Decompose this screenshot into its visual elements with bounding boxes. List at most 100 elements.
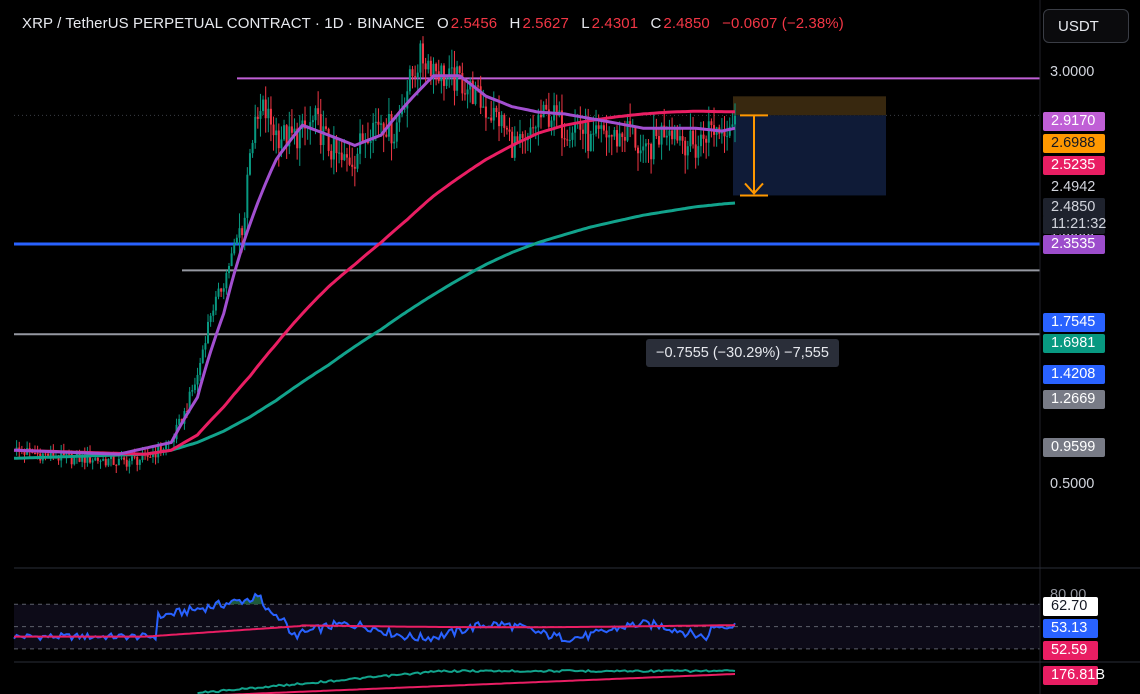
candle-body [453, 67, 456, 91]
candle-body [324, 126, 327, 129]
candle-body [484, 106, 487, 118]
candle-body [204, 343, 207, 350]
candle-body [610, 135, 613, 137]
candle-body [246, 174, 249, 218]
candle-body [456, 66, 459, 91]
candle-body [288, 126, 291, 147]
ma-short-line [13, 74, 736, 456]
candle-body [374, 121, 377, 123]
candle-body [393, 141, 396, 144]
candle-body [390, 114, 393, 144]
candle-body [699, 134, 702, 147]
candle-body [731, 124, 734, 127]
candle-body [18, 447, 21, 451]
candle-body [81, 454, 84, 462]
candle-body [343, 154, 346, 160]
candle-body [275, 130, 278, 136]
candle-body [201, 349, 204, 363]
measure-label: −0.7555 (−30.29%) −7,555 [646, 339, 839, 367]
candle-body [673, 128, 676, 140]
candle-body [477, 85, 480, 87]
candle-body [422, 43, 425, 64]
candle-body [618, 133, 621, 147]
candle-body [539, 114, 542, 118]
candle-body [209, 315, 212, 322]
candle-body [264, 99, 267, 119]
candle-body [151, 453, 154, 457]
candle-body [330, 150, 333, 160]
candle-body [345, 154, 348, 158]
candle-body [149, 456, 152, 458]
candle-body [220, 288, 223, 292]
candle-body [94, 457, 97, 461]
candle-body [290, 126, 293, 133]
candle-body [634, 126, 637, 148]
candle-body [65, 453, 68, 456]
candle-body [332, 138, 335, 160]
candle-body [652, 128, 655, 160]
candle-body [406, 91, 409, 109]
candle-body [214, 296, 217, 311]
candle-body [123, 457, 126, 460]
candle-body [128, 460, 131, 467]
candle-body [277, 130, 280, 149]
candle-body [678, 136, 681, 141]
candle-body [629, 121, 632, 128]
candle-body [382, 123, 385, 135]
candle-body [647, 143, 650, 145]
candle-body [293, 128, 296, 133]
candle-body [571, 132, 574, 140]
candle-body [269, 108, 272, 125]
candle-body [621, 133, 624, 137]
candle-body [429, 60, 432, 77]
candle-body [403, 108, 406, 110]
candle-body [47, 453, 50, 457]
candle-body [212, 310, 215, 316]
candle-body [432, 63, 435, 77]
price-axis-label: 0.9599 [1043, 438, 1105, 457]
candle-body [495, 107, 498, 112]
candle-body [574, 123, 577, 133]
volume-value-label: 176.81B [1043, 666, 1105, 685]
candle-body [547, 109, 550, 127]
candle-body [254, 116, 257, 143]
high-value: 2.5627 [522, 15, 569, 32]
candle-body [605, 130, 608, 138]
candle-body [592, 133, 595, 135]
candle-body [117, 458, 120, 466]
candle-body [377, 121, 380, 125]
candle-body [251, 142, 254, 154]
candle-body [33, 452, 36, 454]
ma-long-line [13, 201, 736, 460]
candle-body [298, 129, 301, 149]
candle-body [427, 60, 430, 70]
candle-body [408, 69, 411, 92]
candle-body [199, 362, 202, 375]
candle-body [141, 452, 144, 460]
currency-button[interactable]: USDT [1043, 9, 1129, 43]
candle-body [435, 63, 438, 72]
candle-body [466, 89, 469, 95]
candle-body [608, 135, 611, 138]
candle-body [133, 456, 136, 458]
candle-body [458, 66, 461, 73]
candle-body [668, 130, 671, 136]
candle-body [262, 99, 265, 112]
candle-body [372, 122, 375, 141]
volume-indicator-ma-line [221, 673, 736, 694]
candle-body [623, 136, 626, 141]
price-axis-label: 2.9170 [1043, 112, 1105, 131]
position-stop-zone [733, 96, 886, 116]
candle-body [57, 457, 60, 461]
candle-body [595, 125, 598, 134]
candle-body [107, 458, 110, 466]
candle-body [196, 374, 199, 385]
candle-body [52, 451, 55, 459]
price-axis-label: 1.2669 [1043, 390, 1105, 409]
candle-body [419, 43, 422, 73]
ma-medium-line [13, 109, 735, 456]
candle-body [519, 134, 522, 142]
candle-body [587, 122, 590, 151]
